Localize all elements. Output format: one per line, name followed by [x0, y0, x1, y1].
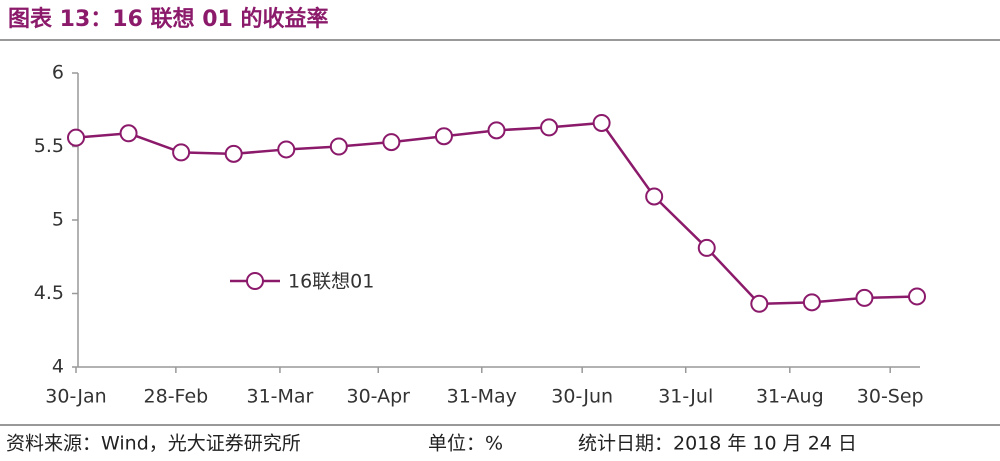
y-tick-label: 5.5 — [34, 135, 64, 157]
chart-title: 图表 13：16 联想 01 的收益率 — [8, 6, 328, 32]
series-line — [75, 121, 918, 306]
x-tick-label: 28-Feb — [144, 386, 209, 408]
y-tick-label: 4 — [52, 356, 64, 378]
x-tick-label: 30-Sep — [857, 386, 924, 408]
legend-label: 16联想01 — [288, 271, 374, 293]
point-marker — [224, 144, 243, 163]
point-marker — [382, 133, 401, 152]
point-marker — [277, 140, 296, 159]
point-marker — [434, 127, 453, 146]
point-marker — [697, 238, 716, 257]
x-tick-label: 31-Mar — [246, 386, 313, 408]
point-marker — [908, 287, 926, 306]
point-marker — [329, 137, 348, 156]
point-marker — [119, 124, 138, 143]
x-tick-label: 31-Jul — [658, 386, 713, 408]
point-marker — [592, 113, 611, 132]
point-marker — [802, 293, 821, 312]
x-tick-label: 30-Jun — [551, 386, 613, 408]
source-note: 资料来源：Wind，光大证券研究所 — [6, 433, 301, 455]
point-marker — [487, 121, 506, 140]
unit-note: 单位：% — [428, 433, 503, 455]
x-tick-label: 30-Jan — [45, 386, 106, 408]
point-marker — [540, 118, 559, 137]
y-tick-label: 4.5 — [34, 282, 64, 304]
y-tick-label: 5 — [52, 209, 64, 231]
x-tick-label: 30-Apr — [346, 386, 410, 408]
legend-marker — [246, 272, 264, 290]
point-marker — [67, 128, 85, 147]
point-marker — [645, 187, 664, 206]
point-marker — [750, 294, 769, 313]
x-tick-label: 31-Aug — [756, 386, 824, 408]
x-tick-label: 31-May — [447, 386, 517, 408]
y-tick-label: 6 — [52, 62, 64, 84]
point-marker — [855, 288, 874, 307]
date-note: 统计日期：2018 年 10 月 24 日 — [578, 433, 857, 455]
point-marker — [172, 143, 191, 162]
